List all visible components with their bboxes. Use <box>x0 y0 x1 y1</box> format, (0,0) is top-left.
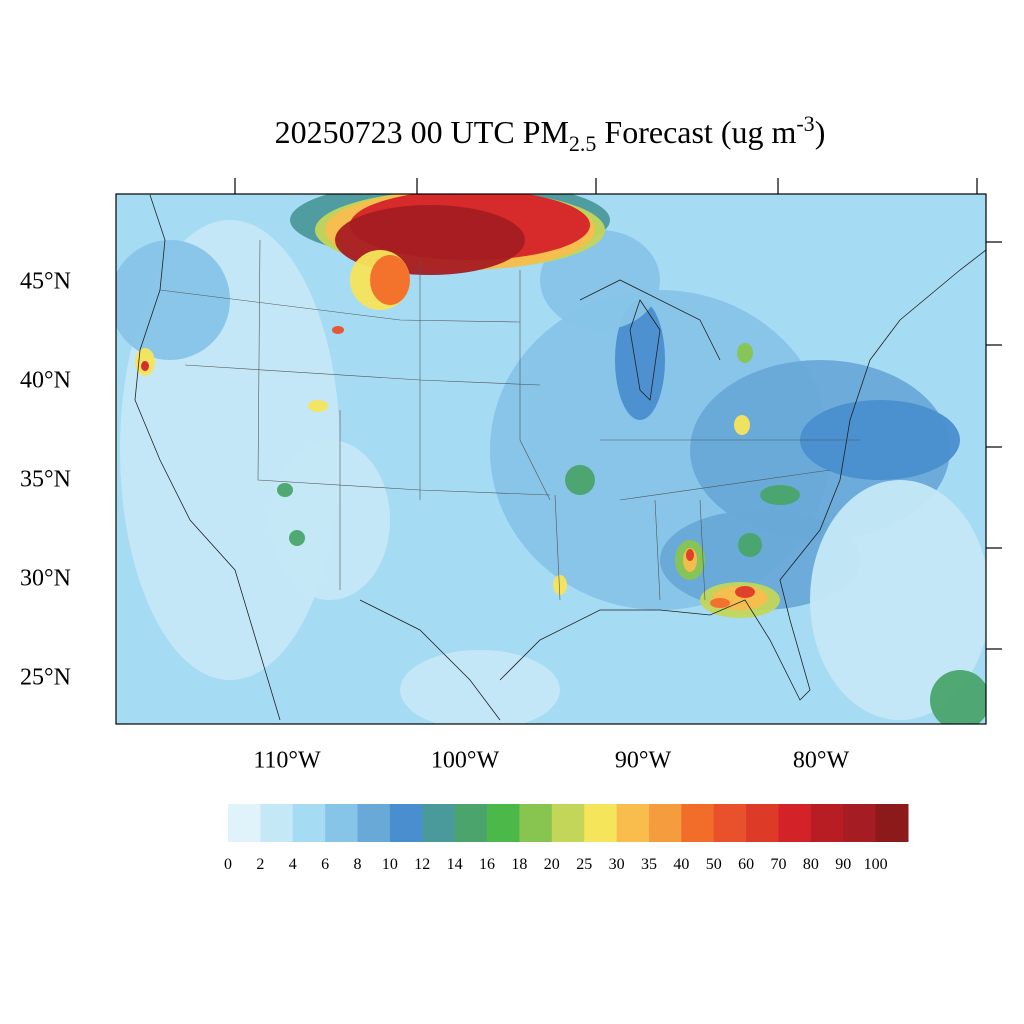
concentration-field <box>116 194 986 724</box>
concentration-blob <box>565 465 595 495</box>
concentration-blob <box>615 300 665 420</box>
concentration-blob <box>760 485 800 505</box>
colorbar-label: 12 <box>414 856 430 873</box>
colorbar-label: 6 <box>321 856 329 873</box>
concentration-blob <box>735 586 755 598</box>
colorbar-label: 8 <box>354 856 362 873</box>
concentration-blob <box>686 549 694 561</box>
concentration-blob <box>400 650 560 724</box>
concentration-blob <box>810 480 986 720</box>
colorbar-box <box>551 804 585 842</box>
colorbar-box <box>875 804 909 842</box>
colorbar-label: 100 <box>864 856 888 873</box>
title: 20250723 00 UTC PM2.5 Forecast (ug m-3) <box>275 111 826 156</box>
colorbar-box <box>810 804 844 842</box>
state-borders <box>159 239 860 601</box>
coastlines <box>134 194 986 721</box>
latitude-label: 30°N <box>20 566 71 592</box>
colorbar-box <box>260 804 294 842</box>
concentration-blob <box>734 415 750 435</box>
colorbar-box <box>713 804 747 842</box>
concentration-blob <box>370 255 410 305</box>
colorbar-box <box>681 804 715 842</box>
concentration-blob <box>308 400 328 412</box>
colorbar-label: 90 <box>835 856 851 873</box>
title-sub: 2.5 <box>569 131 597 156</box>
colorbar-label: 14 <box>447 856 463 873</box>
concentration-blob <box>737 343 753 363</box>
concentration-blob <box>553 575 567 595</box>
longitude-label: 100°W <box>431 748 500 774</box>
map-frame <box>115 193 987 725</box>
latitude-label: 40°N <box>20 368 71 394</box>
colorbar-label: 25 <box>576 856 592 873</box>
colorbar-box <box>292 804 326 842</box>
colorbar-box <box>357 804 391 842</box>
colorbar-label: 80 <box>803 856 819 873</box>
concentration-blob <box>277 483 293 497</box>
colorbar: 0 2 4 6 8 10 12 14 16 18 20 25 30 35 40 50 60 70 80 90 100 <box>224 804 909 873</box>
colorbar-label: 0 <box>224 856 232 873</box>
concentration-blob <box>289 530 305 546</box>
concentration-blob <box>116 240 230 360</box>
longitude-label: 110°W <box>253 748 321 774</box>
colorbar-label: 60 <box>738 856 754 873</box>
frame-ticks <box>234 178 1002 650</box>
colorbar-box <box>746 804 779 842</box>
colorbar-label: 30 <box>609 856 625 873</box>
latitude-label: 45°N <box>20 269 71 295</box>
axis-labels: 45°N 40°N 35°N 30°N 25°N 110°W 100°W 90°W 80°W <box>20 269 849 774</box>
latitude-label: 35°N <box>20 467 71 493</box>
colorbar-box <box>422 804 456 842</box>
colorbar-box <box>325 804 359 842</box>
title-sup: -3 <box>796 111 814 136</box>
title-main: 20250723 00 UTC PM <box>275 114 569 150</box>
colorbar-box <box>778 804 812 842</box>
colorbar-label: 40 <box>673 856 689 873</box>
colorbar-label: 70 <box>770 856 786 873</box>
concentration-blob <box>800 400 960 480</box>
colorbar-label: 50 <box>706 856 722 873</box>
title-mid: Forecast (ug m <box>596 114 796 150</box>
colorbar-box <box>389 804 423 842</box>
title-end: ) <box>815 114 826 150</box>
colorbar-box <box>519 804 553 842</box>
colorbar-box <box>648 804 682 842</box>
colorbar-label: 35 <box>641 856 657 873</box>
colorbar-box <box>487 804 520 842</box>
concentration-blob <box>141 361 149 371</box>
colorbar-label: 16 <box>479 856 495 873</box>
colorbar-label: 18 <box>511 856 527 873</box>
colorbar-box <box>228 804 261 842</box>
concentration-blob <box>930 670 986 724</box>
colorbar-box <box>843 804 877 842</box>
longitude-label: 80°W <box>793 748 850 774</box>
concentration-blob <box>738 533 762 557</box>
colorbar-label: 10 <box>382 856 398 873</box>
colorbar-label: 2 <box>256 856 264 873</box>
concentration-blob <box>332 326 344 334</box>
colorbar-box <box>616 804 650 842</box>
colorbar-box <box>584 804 618 842</box>
concentration-blob <box>710 598 730 608</box>
concentration-blob <box>660 510 860 610</box>
concentration-blob <box>270 440 390 600</box>
longitude-label: 90°W <box>615 748 672 774</box>
colorbar-label: 20 <box>544 856 560 873</box>
colorbar-label: 4 <box>289 856 297 873</box>
latitude-label: 25°N <box>20 665 71 691</box>
colorbar-box <box>454 804 488 842</box>
